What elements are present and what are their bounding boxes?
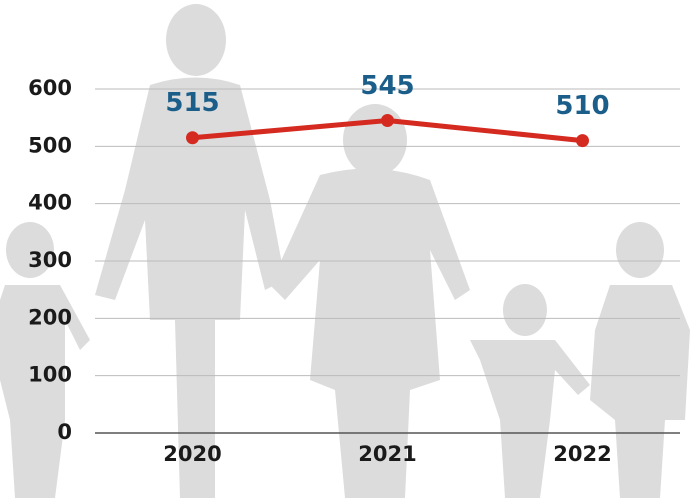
x-tick-label: 2021 (358, 442, 416, 466)
data-point (381, 114, 394, 127)
data-point (576, 134, 589, 147)
y-tick-label: 300 (28, 248, 72, 272)
y-tick-label: 400 (28, 191, 72, 215)
y-tick-label: 200 (28, 305, 72, 329)
data-label: 515 (165, 88, 219, 118)
x-tick-label: 2022 (553, 442, 611, 466)
y-tick-label: 500 (28, 133, 72, 157)
x-tick-label: 2020 (163, 442, 221, 466)
background-silhouettes (0, 4, 690, 498)
y-tick-label: 0 (57, 420, 72, 444)
chart: 0 100 200 300 400 500 600 2020 2021 2022 515 545 510 (0, 0, 695, 498)
data-label: 545 (360, 71, 414, 101)
y-tick-label: 100 (28, 363, 72, 387)
data-label: 510 (555, 91, 609, 121)
data-point (186, 131, 199, 144)
y-tick-label: 600 (28, 76, 72, 100)
